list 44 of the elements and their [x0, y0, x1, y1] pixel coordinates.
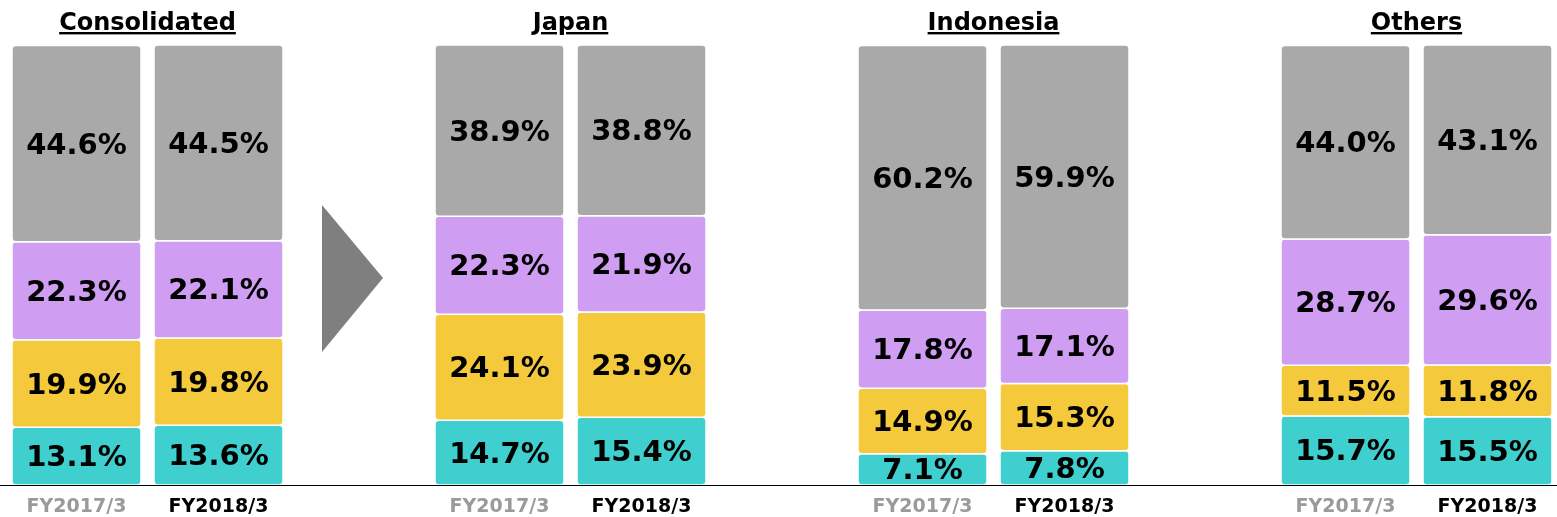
- data-label: 19.8%: [168, 364, 269, 399]
- x-tick-label: FY2017/3: [449, 494, 550, 516]
- data-label: 24.1%: [449, 350, 550, 385]
- data-label: 44.0%: [1295, 125, 1396, 160]
- x-tick-label: FY2017/3: [26, 494, 127, 516]
- data-label: 11.5%: [1295, 373, 1396, 408]
- data-label: 7.1%: [882, 452, 963, 487]
- data-label: 59.9%: [1014, 159, 1115, 194]
- data-label: 15.4%: [591, 434, 692, 469]
- data-label: 29.6%: [1437, 282, 1538, 317]
- data-label: 19.9%: [26, 366, 127, 401]
- data-label: 7.8%: [1024, 450, 1105, 485]
- chart-title: Consolidated: [59, 8, 236, 36]
- data-label: 15.3%: [1014, 400, 1115, 435]
- data-label: 15.5%: [1437, 433, 1538, 468]
- data-label: 13.6%: [168, 438, 269, 473]
- data-label: 60.2%: [872, 160, 973, 195]
- data-label: 13.1%: [26, 439, 127, 474]
- data-label: 38.9%: [449, 113, 550, 148]
- x-tick-label: FY2018/3: [591, 494, 692, 516]
- data-label: 14.9%: [872, 404, 973, 439]
- data-label: 44.5%: [168, 125, 269, 160]
- chart-title: Others: [1370, 8, 1463, 36]
- data-label: 23.9%: [591, 347, 692, 382]
- x-tick-label: FY2018/3: [1437, 494, 1538, 516]
- data-label: 28.7%: [1295, 285, 1396, 320]
- data-label: 11.8%: [1437, 373, 1538, 408]
- x-tick-label: FY2017/3: [1295, 494, 1396, 516]
- data-label: 22.3%: [449, 248, 550, 283]
- chart-title: Indonesia: [927, 8, 1060, 36]
- data-label: 44.6%: [26, 126, 127, 161]
- data-label: 21.9%: [591, 246, 692, 281]
- data-label: 15.7%: [1295, 433, 1396, 468]
- data-label: 17.1%: [1014, 328, 1115, 363]
- chart-title: Japan: [530, 8, 609, 36]
- x-tick-label: FY2018/3: [1014, 494, 1115, 516]
- data-label: 22.3%: [26, 273, 127, 308]
- data-label: 38.8%: [591, 113, 692, 148]
- data-label: 17.8%: [872, 332, 973, 367]
- data-label: 22.1%: [168, 272, 269, 307]
- x-tick-label: FY2018/3: [168, 494, 269, 516]
- data-label: 14.7%: [449, 435, 550, 470]
- x-tick-label: FY2017/3: [872, 494, 973, 516]
- data-label: 43.1%: [1437, 122, 1538, 157]
